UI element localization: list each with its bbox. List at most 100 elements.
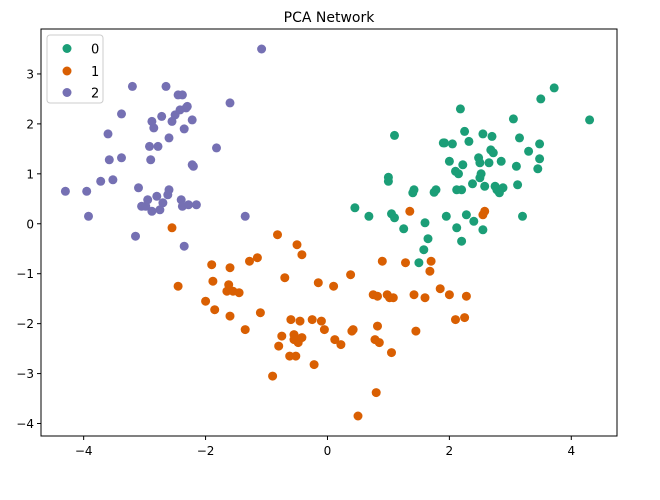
point-series-0-27 xyxy=(457,236,467,246)
point-series-0-13 xyxy=(423,234,433,244)
y-tick-label: 3 xyxy=(26,67,34,81)
point-series-1-53 xyxy=(388,293,398,303)
x-tick-label: 2 xyxy=(446,444,454,458)
point-series-1-35 xyxy=(319,325,329,335)
x-tick-label: 4 xyxy=(567,444,575,458)
point-series-1-1 xyxy=(173,281,183,291)
point-series-2-4 xyxy=(103,129,113,139)
point-series-0-18 xyxy=(441,211,451,221)
point-series-2-46 xyxy=(225,98,235,108)
points-layer xyxy=(60,44,595,421)
point-series-2-22 xyxy=(155,205,165,215)
point-series-1-62 xyxy=(444,290,454,300)
point-series-1-9 xyxy=(225,311,235,321)
point-series-1-64 xyxy=(460,313,470,323)
point-series-1-14 xyxy=(252,253,262,263)
point-series-0-32 xyxy=(468,179,477,189)
point-series-2-43 xyxy=(188,161,198,171)
point-series-1-20 xyxy=(280,273,290,283)
point-series-0-1 xyxy=(364,211,374,221)
point-series-1-33 xyxy=(313,278,323,288)
point-series-0-54 xyxy=(518,211,527,221)
point-series-1-17 xyxy=(273,230,282,240)
point-series-1-67 xyxy=(480,206,490,216)
point-series-0-3 xyxy=(383,176,393,186)
point-series-1-63 xyxy=(451,315,460,325)
point-series-0-19 xyxy=(444,156,454,166)
point-series-0-24 xyxy=(454,169,463,179)
point-series-1-28 xyxy=(295,316,305,326)
point-series-0-41 xyxy=(484,158,494,168)
point-series-1-22 xyxy=(286,315,296,325)
point-series-1-16 xyxy=(268,371,278,381)
point-series-2-6 xyxy=(108,175,118,185)
point-series-1-31 xyxy=(307,315,317,325)
point-series-2-8 xyxy=(117,109,126,119)
y-tick-label: −3 xyxy=(16,367,34,381)
point-series-1-47 xyxy=(373,321,382,331)
point-series-1-15 xyxy=(255,308,265,318)
point-series-2-2 xyxy=(84,211,93,221)
point-series-2-3 xyxy=(96,176,106,186)
point-series-2-10 xyxy=(131,231,140,241)
point-series-0-31 xyxy=(464,136,474,146)
point-series-1-2 xyxy=(201,296,211,306)
legend-box xyxy=(46,34,104,104)
point-series-1-25 xyxy=(291,351,301,361)
point-series-1-5 xyxy=(210,305,220,315)
point-series-0-60 xyxy=(549,83,559,93)
point-series-2-37 xyxy=(179,241,189,251)
point-series-0-35 xyxy=(475,158,485,168)
point-series-0-20 xyxy=(447,139,457,149)
point-series-1-0 xyxy=(167,223,177,233)
point-series-0-10 xyxy=(414,258,424,268)
y-axis: −4 −3 −2 −1 0 1 2 3 xyxy=(16,67,41,431)
y-tick-label: 0 xyxy=(26,217,34,231)
plot-frame xyxy=(40,28,618,437)
point-series-1-8 xyxy=(225,263,235,273)
point-series-1-36 xyxy=(329,281,339,291)
point-series-1-54 xyxy=(401,258,410,268)
point-series-1-30 xyxy=(297,250,307,260)
legend-marker-2 xyxy=(62,88,72,97)
point-series-1-61 xyxy=(435,284,445,294)
point-series-0-6 xyxy=(390,130,399,140)
chart-title: PCA Network xyxy=(284,10,376,26)
point-series-0-33 xyxy=(469,216,479,226)
point-series-0-9 xyxy=(409,185,419,195)
point-series-1-34 xyxy=(316,316,326,326)
point-series-2-18 xyxy=(147,206,157,216)
point-series-2-1 xyxy=(82,186,92,196)
point-series-1-38 xyxy=(336,340,346,350)
point-series-0-25 xyxy=(455,104,465,114)
point-series-2-24 xyxy=(158,198,168,208)
point-series-2-25 xyxy=(161,81,171,91)
legend-label-2: 2 xyxy=(91,87,99,102)
point-series-2-7 xyxy=(117,153,126,163)
point-series-2-39 xyxy=(182,101,192,111)
point-series-1-52 xyxy=(387,348,396,358)
point-series-0-52 xyxy=(513,180,523,190)
point-series-1-60 xyxy=(426,256,436,266)
point-series-0-15 xyxy=(431,185,441,195)
legend-label-0: 0 xyxy=(91,43,99,58)
point-series-0-30 xyxy=(461,210,471,220)
point-series-2-9 xyxy=(127,81,137,91)
point-series-0-11 xyxy=(419,245,429,255)
y-tick-label: 2 xyxy=(26,117,34,131)
point-series-0-0 xyxy=(350,203,360,213)
point-series-0-50 xyxy=(508,114,518,124)
point-series-0-5 xyxy=(390,213,399,223)
point-series-0-7 xyxy=(399,224,409,234)
point-series-0-38 xyxy=(478,129,488,139)
point-series-0-43 xyxy=(487,131,497,141)
point-series-1-7 xyxy=(224,280,234,290)
point-series-1-26 xyxy=(292,240,302,250)
point-series-2-14 xyxy=(143,195,153,205)
point-series-1-13 xyxy=(245,256,254,266)
point-series-1-41 xyxy=(348,325,358,335)
point-series-2-42 xyxy=(187,115,197,125)
point-series-2-16 xyxy=(146,155,156,165)
point-series-1-56 xyxy=(409,290,419,300)
